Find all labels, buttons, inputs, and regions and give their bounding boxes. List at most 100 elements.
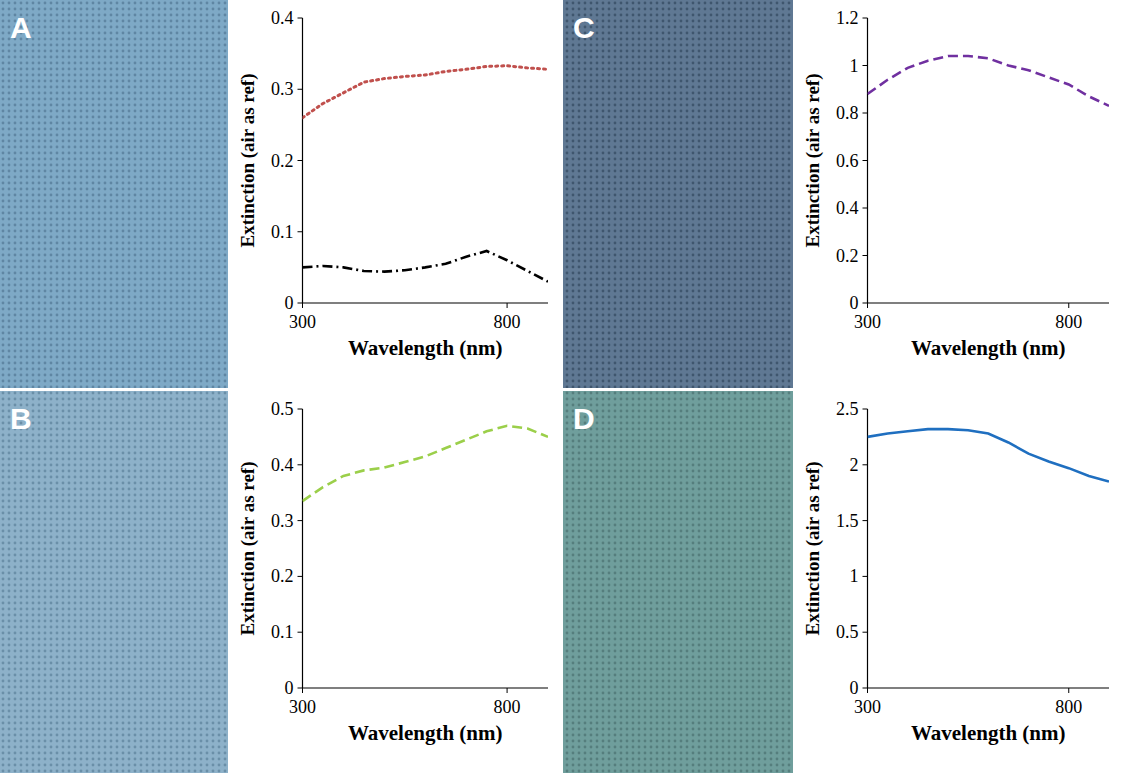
x-tick-label: 800 [1055,312,1082,332]
panel-label: C [573,11,595,44]
x-tick-label: 300 [854,312,881,332]
x-axis [303,302,549,303]
y-tick-label: 1 [850,566,859,586]
y-tick-label: 0.1 [271,622,294,642]
y-tick-label: 2.5 [836,399,859,419]
x-tick [507,303,508,308]
y-tick-label: 0.2 [836,246,859,266]
x-tick [867,303,868,308]
panel: A 0 0.1 0.2 0.3 0.4 300 800 Wavelength (nm) Extin… [0,0,548,388]
panel: D 0 0.5 1 1.5 2 2.5 300 800 Wavelength (nm) Extinc… [563,391,1109,773]
y-axis-title: Extinction (air as ref) [802,74,824,248]
y-tick-label: 0.6 [836,151,859,171]
y-tick [863,18,868,19]
y-tick [863,160,868,161]
y-tick [863,65,868,66]
y-tick [298,409,303,410]
x-tick-label: 800 [494,312,521,332]
y-tick [298,688,303,689]
data-line [868,56,1110,106]
x-tick [1068,303,1069,308]
y-tick [298,464,303,465]
y-tick-label: 0 [850,678,859,698]
y-tick [298,576,303,577]
x-axis [868,302,1110,303]
y-tick [298,520,303,521]
y-axis-title: Extinction (air as ref) [237,74,259,248]
y-tick [863,520,868,521]
x-axis-title: Wavelength (nm) [348,336,503,360]
y-tick-label: 0.4 [271,455,294,475]
x-tick [302,688,303,693]
y-tick [298,89,303,90]
x-tick-label: 800 [1055,697,1082,717]
x-tick [867,688,868,693]
y-tick [863,409,868,410]
y-tick-label: 0.3 [271,79,294,99]
y-tick [863,688,868,689]
data-line [303,426,549,501]
y-tick [863,255,868,256]
y-tick [863,208,868,209]
y-tick-label: 0.1 [271,222,294,242]
x-tick-label: 300 [289,697,316,717]
plot-area [868,56,1110,106]
y-tick [298,303,303,304]
y-tick-label: 0.5 [836,622,859,642]
y-tick-label: 0.2 [271,151,294,171]
x-tick [1068,688,1069,693]
y-tick [298,160,303,161]
y-tick-label: 0.3 [271,511,294,531]
y-axis [302,18,303,303]
data-line [303,251,549,282]
y-axis-title: Extinction (air as ref) [802,462,824,636]
x-axis-title: Wavelength (nm) [911,336,1066,360]
panel: B 0 0.1 0.2 0.3 0.4 0.5 300 800 Wavelength (nm) Ex… [0,391,548,773]
y-tick-label: 1.5 [836,511,859,531]
micrograph [563,0,793,388]
panel-label: D [573,402,595,435]
y-tick-label: 1.2 [836,8,859,28]
y-tick [863,113,868,114]
y-tick [863,303,868,304]
x-axis-title: Wavelength (nm) [348,721,503,745]
y-tick-label: 0 [285,678,294,698]
plot-area [303,66,549,282]
y-tick-label: 0.8 [836,103,859,123]
y-tick [863,464,868,465]
y-tick [863,632,868,633]
y-tick-label: 0.5 [271,399,294,419]
y-tick-label: 1 [850,56,859,76]
y-tick-label: 0 [850,293,859,313]
y-axis [867,18,868,303]
x-tick-label: 300 [854,697,881,717]
y-tick [298,231,303,232]
y-tick [298,632,303,633]
y-tick [863,576,868,577]
x-axis-title: Wavelength (nm) [911,721,1066,745]
y-tick-label: 0.4 [271,8,294,28]
y-tick-label: 0 [285,293,294,313]
panel: C 0 0.2 0.4 0.6 0.8 1 1.2 300 800 Wavelength (nm) E… [563,0,1109,388]
micrograph [563,391,793,773]
x-tick [507,688,508,693]
y-tick-label: 2 [850,455,859,475]
y-tick [298,18,303,19]
figure: A 0 0.1 0.2 0.3 0.4 300 800 Wavelength (nm) Extin… [0,0,1121,773]
panel-label: B [10,402,32,435]
x-tick-label: 300 [289,312,316,332]
micrograph [0,0,228,388]
x-tick-label: 800 [494,697,521,717]
plot-area [868,429,1110,481]
y-axis-title: Extinction (air as ref) [237,462,259,636]
x-axis [303,687,549,688]
data-line [868,429,1110,481]
plot-area [303,426,549,501]
micrograph [0,391,228,773]
x-axis [868,687,1110,688]
x-tick [302,303,303,308]
panel-label: A [10,11,32,44]
y-tick-label: 0.2 [271,566,294,586]
y-tick-label: 0.4 [836,198,859,218]
y-axis [302,409,303,688]
